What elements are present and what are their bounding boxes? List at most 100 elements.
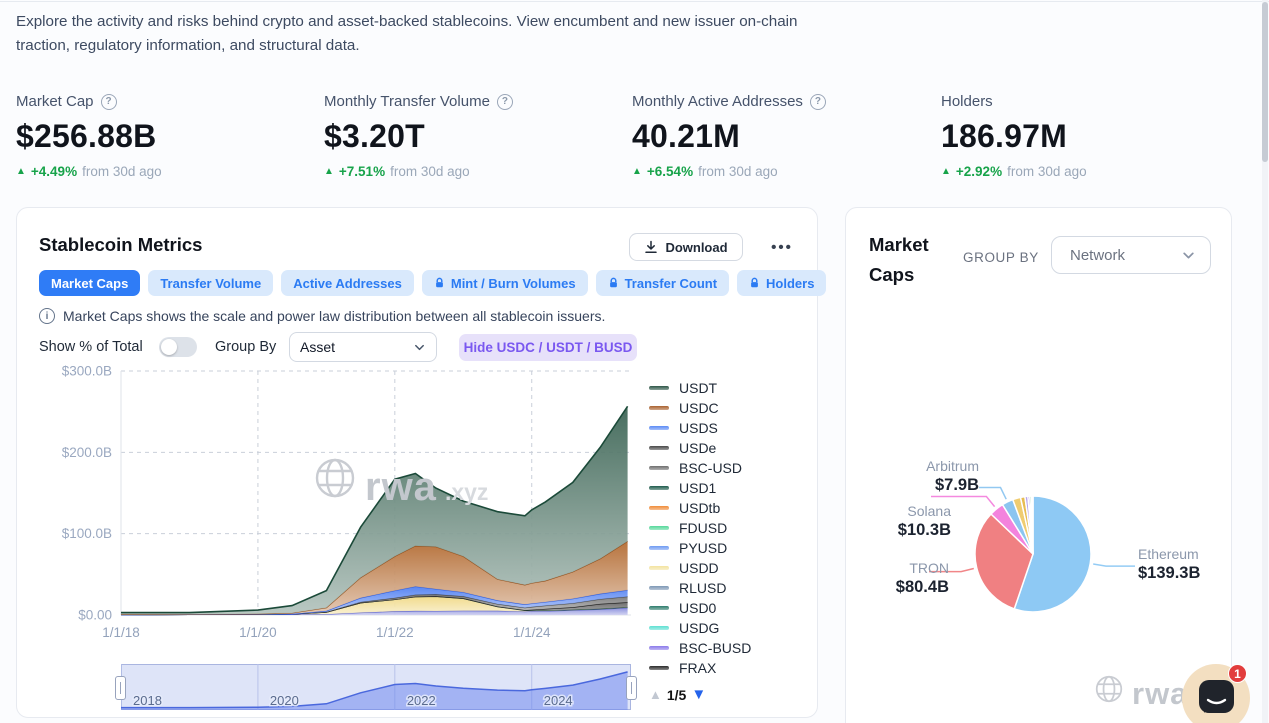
legend-item-USDC[interactable]: USDC — [649, 398, 751, 418]
legend-item-USDtb[interactable]: USDtb — [649, 498, 751, 518]
legend-swatch — [649, 566, 669, 570]
chart-controls: Show % of Total Group By Asset Hide USDC… — [17, 332, 817, 364]
legend-swatch — [649, 386, 669, 390]
legend-swatch — [649, 426, 669, 430]
area-USDC — [121, 541, 628, 615]
timeline-brush[interactable]: 2018 2020 2022 2024 — [115, 664, 637, 713]
x-axis-tick: 1/1/18 — [102, 625, 140, 640]
up-triangle-icon: ▲ — [632, 166, 642, 177]
stat-active-addresses: Monthly Active Addresses? 40.21M ▲ +6.54%… — [632, 93, 826, 179]
legend-swatch — [649, 646, 669, 650]
scrollbar-thumb[interactable] — [1262, 2, 1268, 162]
lock-icon — [609, 277, 617, 288]
legend-swatch — [649, 666, 669, 670]
legend-page-up-icon[interactable]: ▲ — [649, 687, 662, 702]
legend-item-FRAX[interactable]: FRAX — [649, 658, 751, 678]
globe-icon — [1095, 675, 1123, 703]
y-axis-tick: $100.0B — [62, 526, 112, 541]
legend-item-BSC-USD[interactable]: BSC-USD — [649, 458, 751, 478]
brush-year-label: 2022 — [407, 693, 436, 708]
legend-swatch — [649, 526, 669, 530]
more-options-button[interactable]: ••• — [771, 238, 793, 256]
notification-badge: 1 — [1228, 664, 1247, 683]
stat-delta-suffix: from 30d ago — [82, 164, 162, 179]
group-by-select[interactable]: Asset — [289, 332, 437, 362]
legend-swatch — [649, 546, 669, 550]
hide-assets-button[interactable]: Hide USDC / USDT / BUSD — [459, 334, 637, 361]
legend-label: USDtb — [679, 500, 721, 516]
help-icon[interactable]: ? — [100, 93, 117, 110]
stat-delta-suffix: from 30d ago — [1007, 164, 1087, 179]
download-label: Download — [665, 239, 728, 255]
chart-legend: USDT USDC USDS USDe BSC-USD USD1 USDtb FDUSD PYU… — [649, 378, 751, 678]
stat-holders: Holders 186.97M ▲ +2.92% from 30d ago — [941, 93, 1087, 179]
legend-item-PYUSD[interactable]: PYUSD — [649, 538, 751, 558]
legend-pagination: ▲ 1/5 ▼ — [649, 686, 706, 703]
panel-title: Market Caps — [869, 234, 929, 285]
chat-launcher-button[interactable]: 1 — [1182, 664, 1250, 723]
legend-label: USDD — [679, 560, 719, 576]
legend-item-USDT[interactable]: USDT — [649, 378, 751, 398]
legend-item-FDUSD[interactable]: FDUSD — [649, 518, 751, 538]
tab-market-caps[interactable]: Market Caps — [39, 270, 141, 296]
legend-label: USD0 — [679, 600, 717, 616]
legend-swatch — [649, 506, 669, 510]
tab-holders[interactable]: Holders — [737, 270, 827, 296]
brush-year-label: 2018 — [133, 693, 162, 708]
legend-label: RLUSD — [679, 580, 727, 596]
brush-handle-right[interactable] — [626, 676, 637, 700]
legend-label: USDC — [679, 400, 719, 416]
page-description: Explore the activity and risks behind cr… — [16, 13, 798, 54]
legend-label: USDe — [679, 440, 717, 456]
legend-label: BSC-BUSD — [679, 640, 752, 656]
chevron-down-icon — [415, 344, 424, 350]
market-caps-area-chart[interactable]: 1/1/18 1/1/20 1/1/22 1/1/24 $300.0B $200.0B $1… — [37, 363, 637, 653]
stat-market-cap: Market Cap? $256.88B ▲ +4.49% from 30d ago — [16, 93, 162, 179]
market-caps-by-network-panel: Market Caps GROUP BY Network Arbitrum $7… — [845, 207, 1232, 723]
tab-transfer-count[interactable]: Transfer Count — [595, 270, 730, 296]
group-by-label: GROUP BY — [963, 250, 1039, 265]
legend-item-USDG[interactable]: USDG — [649, 618, 751, 638]
show-pct-toggle[interactable] — [159, 337, 197, 357]
pie-slice-other[interactable] — [1030, 495, 1034, 555]
legend-item-USD0[interactable]: USD0 — [649, 598, 751, 618]
brush-handle-left[interactable] — [115, 676, 126, 700]
tab-mint-burn-volumes[interactable]: Mint / Burn Volumes — [421, 270, 588, 296]
legend-item-USDD[interactable]: USDD — [649, 558, 751, 578]
top-divider — [0, 1, 1269, 2]
scrollbar-track — [1262, 0, 1268, 723]
legend-swatch — [649, 446, 669, 450]
legend-item-USDS[interactable]: USDS — [649, 418, 751, 438]
stat-delta-suffix: from 30d ago — [390, 164, 470, 179]
download-icon — [645, 240, 658, 253]
chat-bubble-icon — [1199, 680, 1234, 713]
metric-tabs: Market Caps Transfer Volume Active Addre… — [39, 270, 827, 296]
stat-delta-suffix: from 30d ago — [698, 164, 778, 179]
chevron-down-icon — [1183, 252, 1194, 258]
watermark-brand: rwa — [1132, 676, 1189, 711]
legend-swatch — [649, 626, 669, 630]
brush-chart[interactable]: 2018 2020 2022 2024 — [120, 664, 631, 713]
legend-item-USD1[interactable]: USD1 — [649, 478, 751, 498]
legend-item-RLUSD[interactable]: RLUSD — [649, 578, 751, 598]
up-triangle-icon: ▲ — [324, 166, 334, 177]
area-Other — [121, 607, 628, 615]
legend-label: USDT — [679, 380, 718, 396]
legend-swatch — [649, 466, 669, 470]
tab-active-addresses[interactable]: Active Addresses — [281, 270, 414, 296]
legend-page-down-icon[interactable]: ▼ — [691, 686, 707, 703]
up-triangle-icon: ▲ — [941, 166, 951, 177]
download-button[interactable]: Download — [629, 233, 743, 261]
legend-item-USDe[interactable]: USDe — [649, 438, 751, 458]
x-axis-tick: 1/1/20 — [239, 625, 277, 640]
help-icon[interactable]: ? — [496, 93, 513, 110]
pie-leader-Solana — [931, 495, 996, 508]
pie-slice-TRON[interactable] — [974, 513, 1034, 610]
network-pie-chart[interactable] — [873, 464, 1203, 634]
legend-item-BSC-BUSD[interactable]: BSC-BUSD — [649, 638, 751, 658]
tab-transfer-volume[interactable]: Transfer Volume — [148, 270, 274, 296]
stat-value: $256.88B — [16, 118, 157, 154]
help-icon[interactable]: ? — [809, 93, 826, 110]
up-triangle-icon: ▲ — [16, 166, 26, 177]
network-group-by-select[interactable]: Network — [1051, 236, 1211, 274]
